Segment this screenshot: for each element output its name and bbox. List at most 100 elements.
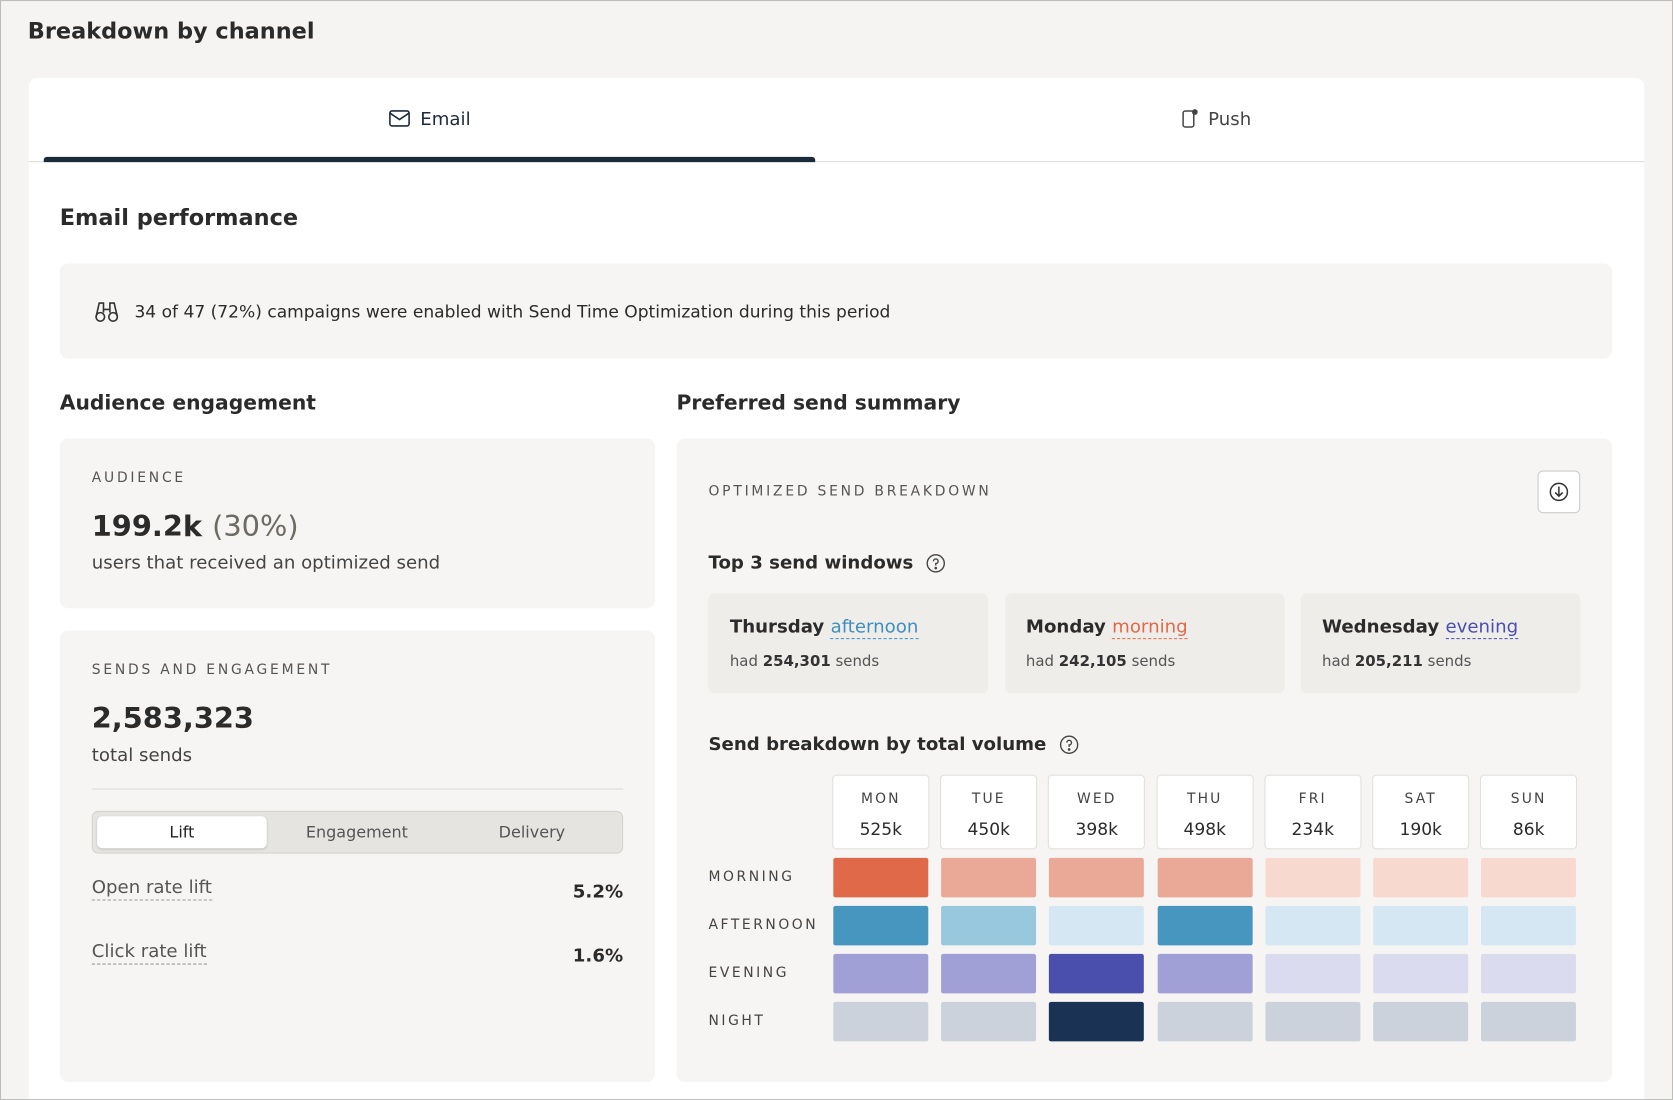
- heatmap-cell: [1049, 1001, 1145, 1042]
- heatmap-cell: [1265, 1001, 1361, 1042]
- heatmap-cell: [1373, 1001, 1469, 1042]
- prefix: had: [1322, 653, 1351, 671]
- heatmap-cell: [941, 857, 1037, 898]
- divider: [91, 788, 624, 790]
- metric-label[interactable]: Open rate lift: [91, 877, 212, 901]
- heatmap-cell: [1265, 857, 1361, 898]
- heatmap-cell: [833, 905, 929, 946]
- day-header: SUN 86k: [1480, 774, 1578, 850]
- day: Wednesday: [1322, 616, 1440, 639]
- heatmap-cell: [1157, 857, 1253, 898]
- day-total: 450k: [967, 818, 1011, 840]
- tab-bar: Email Push: [28, 78, 1645, 163]
- heatmap-cell: [1157, 1001, 1253, 1042]
- text: Send breakdown by total volume: [708, 734, 1047, 756]
- day-header: TUE 450k: [940, 774, 1038, 850]
- value: 199.2k: [91, 510, 203, 544]
- period: evening: [1445, 616, 1519, 640]
- sends-card: SENDS AND ENGAGEMENT 2,583,323 total sen…: [59, 630, 656, 1082]
- subheading: Top 3 send windows: [708, 553, 945, 574]
- day-header: WED 398k: [1048, 774, 1146, 850]
- day-name: SUN: [1510, 791, 1547, 808]
- window-sends: had 242,105 sends: [1026, 653, 1175, 670]
- heatmap-cell: [833, 857, 929, 898]
- day-header: MON 525k: [832, 774, 930, 850]
- count: 254,301: [762, 653, 831, 671]
- email-icon: [388, 110, 410, 127]
- row-label: AFTERNOON: [708, 917, 819, 934]
- day-name: SAT: [1404, 791, 1437, 808]
- day-header: SAT 190k: [1372, 774, 1470, 850]
- day-total: 234k: [1291, 818, 1334, 840]
- day: Monday: [1025, 616, 1106, 639]
- segment[interactable]: Engagement: [272, 816, 442, 848]
- day-name: THU: [1187, 791, 1223, 808]
- heatmap-cell: [941, 1001, 1037, 1042]
- help-icon[interactable]: [1059, 735, 1078, 754]
- day-total: 190k: [1399, 818, 1442, 840]
- period: afternoon: [830, 616, 919, 640]
- day-header: FRI 234k: [1264, 774, 1362, 850]
- heatmap-cell: [1049, 905, 1145, 946]
- download-button[interactable]: [1537, 470, 1581, 514]
- window-sends: had 254,301 sends: [730, 653, 879, 670]
- heatmap-cell: [1481, 857, 1577, 898]
- card-label: SENDS AND ENGAGEMENT: [91, 662, 333, 679]
- period: morning: [1112, 616, 1188, 640]
- heatmap-cell: [1265, 905, 1361, 946]
- send-window-card: Thursday afternoon had 254,301 sends: [708, 593, 989, 694]
- segment[interactable]: Delivery: [447, 816, 617, 848]
- tab[interactable]: Push: [830, 78, 1601, 162]
- send-window-card: Wednesday evening had 205,211 sends: [1300, 593, 1581, 694]
- push-icon: [1181, 109, 1198, 128]
- segment-label: Delivery: [498, 822, 566, 842]
- segmented-control: Lift Engagement Delivery: [91, 810, 624, 854]
- row-label: NIGHT: [708, 1013, 766, 1030]
- send-summary-card: OPTIMIZED SEND BREAKDOWN Top 3 send wind…: [676, 438, 1613, 1082]
- heatmap-cell: [941, 953, 1037, 994]
- suffix: sends: [1427, 653, 1472, 671]
- tab-text: Push: [1208, 108, 1252, 131]
- caption: total sends: [91, 744, 193, 767]
- window-title: Monday morning: [1025, 616, 1188, 640]
- prefix: had: [729, 653, 758, 671]
- day-total: 525k: [859, 818, 903, 840]
- text: Top 3 send windows: [708, 552, 914, 575]
- segment[interactable]: Lift: [97, 816, 267, 849]
- segment-label: Lift: [169, 822, 195, 842]
- day-name: WED: [1076, 791, 1117, 808]
- suffix: sends: [1131, 653, 1176, 671]
- banner: 34 of 47 (72%) campaigns were enabled wi…: [59, 263, 1613, 359]
- heatmap-cell: [833, 1001, 929, 1042]
- day-total: 86k: [1512, 818, 1545, 840]
- banner-text: 34 of 47 (72%) campaigns were enabled wi…: [134, 301, 891, 322]
- metric-value: 1.6%: [572, 945, 624, 967]
- send-window-card: Monday morning had 242,105 sends: [1004, 593, 1285, 694]
- heatmap-cell: [941, 905, 1037, 946]
- page-title: Breakdown by channel: [27, 18, 315, 44]
- tab[interactable]: Email: [43, 78, 816, 163]
- column-title: Preferred send summary: [676, 391, 961, 416]
- heatmap-cell: [1049, 857, 1145, 898]
- heatmap-cell: [1049, 953, 1145, 994]
- window-title: Thursday afternoon: [730, 616, 919, 640]
- heatmap-cell: [1157, 953, 1253, 994]
- percent: (30%): [212, 510, 299, 544]
- count: 205,211: [1354, 653, 1423, 671]
- tab-text: Email: [420, 108, 471, 131]
- help-icon[interactable]: [926, 554, 945, 573]
- heatmap-cell: [1373, 905, 1469, 946]
- day-header: THU 498k: [1156, 774, 1254, 850]
- metric-label[interactable]: Click rate lift: [91, 941, 207, 965]
- prefix: had: [1025, 653, 1055, 671]
- card-label: OPTIMIZED SEND BREAKDOWN: [708, 483, 992, 500]
- heatmap-cell: [1481, 953, 1577, 994]
- heatmap-cell: [1373, 953, 1469, 994]
- row-label: MORNING: [708, 869, 795, 886]
- audience-value: 199.2k (30%): [92, 511, 299, 544]
- card-label: AUDIENCE: [91, 470, 186, 487]
- sends-value: 2,583,323: [91, 702, 254, 736]
- heatmap-cell: [1481, 1001, 1577, 1042]
- row-label: EVENING: [708, 965, 790, 982]
- window-sends: had 205,211 sends: [1322, 653, 1471, 670]
